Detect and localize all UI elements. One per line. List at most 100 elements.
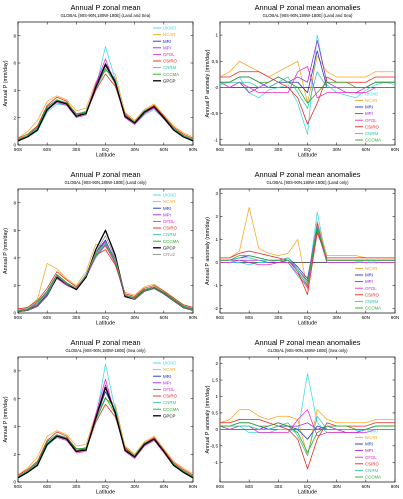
chart-title: Annual P zonal mean xyxy=(70,3,140,12)
series-line-gfdl xyxy=(220,66,395,99)
chart-title: Annual P zonal mean xyxy=(70,338,140,347)
legend-label-gfdl: GFDL xyxy=(365,286,377,291)
legend-label-csiro: CSIRO xyxy=(365,292,379,297)
x-tick-label: 60N xyxy=(160,147,168,152)
legend-label-mri: MRI xyxy=(163,206,171,211)
legend-label-cccma: CCCMA xyxy=(365,475,381,480)
legend-label-ncar: NCAR xyxy=(365,435,377,440)
y-tick-label: 1 xyxy=(215,237,218,242)
x-tick-label: 30N xyxy=(130,484,138,489)
chart-subtitle: GLOBAL [90S-90N,180W-180E] (Land and Sea… xyxy=(61,13,151,18)
x-tick-label: EQ xyxy=(304,147,311,152)
y-tick-label: 0 xyxy=(13,311,16,316)
y-tick-label: 6 xyxy=(13,61,16,66)
x-tick-label: 90N xyxy=(189,147,197,152)
legend-label-gfdl: GFDL xyxy=(163,52,175,57)
legend-label-gfdl: GFDL xyxy=(365,455,377,460)
legend-label-ncar: NCAR xyxy=(365,98,377,103)
legend-label-gpcp: GPCP xyxy=(163,413,176,418)
legend-label-mri: MRI xyxy=(163,39,171,44)
chart-subtitle: GLOBAL [90S-90N,180W-180E] (Sea only) xyxy=(65,348,146,353)
series-line-gfdl xyxy=(220,229,395,289)
legend-label-cnrm: CNRM xyxy=(365,468,379,473)
legend-label-mpi: MPI xyxy=(163,212,171,217)
x-tick-label: 90N xyxy=(391,315,399,320)
y-tick-label: 2 xyxy=(13,452,16,457)
legend-label-gfdl: GFDL xyxy=(163,387,175,392)
legend-label-ukmo: UKMO xyxy=(163,193,177,198)
y-tick-label: 3 xyxy=(215,191,218,196)
y-tick-label: 2 xyxy=(13,283,16,288)
x-tick-label: 60N xyxy=(160,315,168,320)
x-tick-label: 90S xyxy=(216,484,224,489)
legend-label-csiro: CSIRO xyxy=(163,226,177,231)
series-line-ncar xyxy=(17,70,194,139)
y-tick-label: -0,5 xyxy=(210,111,218,116)
legend-label-cnrm: CNRM xyxy=(163,232,177,237)
legend-label-ncar: NCAR xyxy=(365,266,377,271)
y-tick-label: 4 xyxy=(13,88,16,93)
y-tick-label: 0 xyxy=(215,260,218,265)
x-tick-label: 30N xyxy=(332,484,340,489)
x-tick-label: 30N xyxy=(130,315,138,320)
x-tick-label: EQ xyxy=(102,147,109,152)
x-tick-label: 90S xyxy=(14,484,22,489)
y-tick-label: -0,5 xyxy=(210,443,218,448)
x-tick-label: 30S xyxy=(72,315,80,320)
series-line-cccma xyxy=(220,422,395,453)
chart-subtitle: GLOBAL [90S-90N,180W-180E] (Land only) xyxy=(65,180,148,185)
x-tick-label: 60S xyxy=(245,484,253,489)
legend-label-csiro: CSIRO xyxy=(365,461,379,466)
legend-label-mri: MRI xyxy=(365,273,373,278)
y-tick-label: 0 xyxy=(215,427,218,432)
legend-label-cnrm: CNRM xyxy=(365,299,379,304)
y-tick-label: 4 xyxy=(13,424,16,429)
legend-label-mpi: MPI xyxy=(365,111,373,116)
x-tick-label: 60S xyxy=(245,315,253,320)
legend-label-ukmo: UKMO xyxy=(365,91,379,96)
legend-label-csiro: CSIRO xyxy=(365,124,379,129)
legend-label-mpi: MPI xyxy=(365,448,373,453)
y-axis-label: Annual P anomaly (mm/day) xyxy=(205,49,211,117)
chart-subtitle: GLOBAL [90S-90N,180W-180E] (Land and Sea… xyxy=(263,13,353,18)
y-tick-label: 4 xyxy=(13,255,16,260)
x-tick-label: EQ xyxy=(102,484,109,489)
legend-label-mri: MRI xyxy=(365,442,373,447)
legend-label-ukmo: UKMO xyxy=(163,361,177,366)
series-line-csiro xyxy=(220,232,395,296)
chart-title: Annual P zonal mean anomalies xyxy=(255,338,361,347)
y-tick-label: 0,5 xyxy=(212,59,219,64)
x-tick-label: 30N xyxy=(332,315,340,320)
y-tick-label: 8 xyxy=(13,200,16,205)
y-axis-label: Annual P (mm/day) xyxy=(3,228,9,274)
x-tick-label: 30N xyxy=(130,147,138,152)
x-tick-label: EQ xyxy=(304,315,311,320)
y-tick-label: 1 xyxy=(215,394,218,399)
y-tick-label: 8 xyxy=(13,368,16,373)
chart-title: Annual P zonal mean anomalies xyxy=(255,170,361,179)
y-tick-label: 6 xyxy=(13,228,16,233)
y-tick-label: 0 xyxy=(13,480,16,485)
legend-label-ukmo: UKMO xyxy=(163,26,177,31)
y-tick-label: 2 xyxy=(215,361,218,366)
x-tick-label: 60N xyxy=(362,147,370,152)
legend-label-mri: MRI xyxy=(365,105,373,110)
x-tick-label: EQ xyxy=(102,315,109,320)
legend-label-gpcp: GPCP xyxy=(163,78,176,83)
x-tick-label: 90S xyxy=(14,315,22,320)
x-tick-label: 90N xyxy=(189,484,197,489)
y-tick-label: 0 xyxy=(215,85,218,90)
legend-label-cnrm: CNRM xyxy=(163,400,177,405)
chart-subtitle: GLOBAL [90S-90N,180W-180E] (Land only) xyxy=(267,180,350,185)
legend-label-cru2: CRU2 xyxy=(163,252,176,257)
series-line-csiro xyxy=(220,419,395,470)
legend-label-ncar: NCAR xyxy=(163,367,175,372)
x-tick-label: 60S xyxy=(43,484,51,489)
x-tick-label: 30S xyxy=(274,147,282,152)
series-line-cru2 xyxy=(17,235,194,312)
x-tick-label: 60N xyxy=(362,315,370,320)
